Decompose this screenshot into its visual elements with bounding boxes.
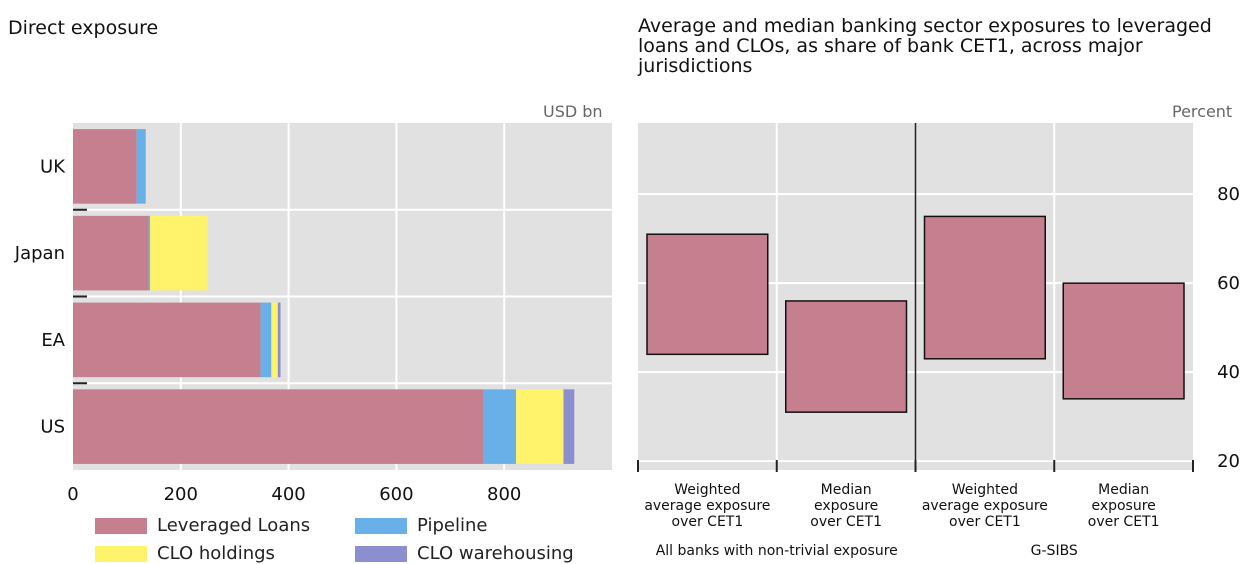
- bar-segment: [73, 215, 149, 291]
- category-label: over CET1: [949, 514, 1021, 530]
- group-label: All banks with non-trivial exposure: [656, 543, 898, 559]
- category-label: over CET1: [810, 514, 882, 530]
- direct-exposure-chart: 0 200 400 600 800 UK Japan EA US: [14, 123, 612, 505]
- category-label: over CET1: [672, 514, 744, 530]
- legend-item: CLO warehousing: [355, 543, 574, 564]
- bar-segment: [516, 389, 564, 464]
- y-tick-label: 60: [1217, 273, 1240, 294]
- category-label: US: [40, 417, 65, 438]
- bar-segment: [277, 302, 281, 378]
- right-unit-label: Percent: [1172, 102, 1233, 121]
- legend-label: Pipeline: [417, 515, 488, 536]
- legend-item: Pipeline: [355, 515, 487, 536]
- bar-segment: [73, 389, 484, 464]
- right-chart-title: Average and median banking sector exposu…: [638, 15, 1212, 77]
- legend-label: Leveraged Loans: [157, 515, 311, 536]
- category-label: EA: [41, 330, 65, 351]
- category-label: Median: [1098, 482, 1149, 498]
- y-tick-label: 80: [1217, 184, 1240, 205]
- range-box: [923, 215, 1046, 360]
- group-label: G-SIBS: [1031, 543, 1078, 559]
- bar-segment: [73, 302, 261, 378]
- left-unit-label: USD bn: [543, 102, 603, 121]
- bar-segment: [260, 302, 272, 378]
- category-label: exposure: [1091, 498, 1155, 514]
- legend-label: CLO warehousing: [417, 543, 574, 564]
- x-tick-label: 200: [164, 484, 198, 505]
- legend-swatch: [355, 517, 407, 534]
- legend-swatch: [95, 517, 147, 534]
- bar-segment: [148, 215, 151, 291]
- x-tick-label: 400: [271, 484, 305, 505]
- x-tick-label: 0: [67, 484, 78, 505]
- range-box: [646, 233, 769, 356]
- y-tick-label: 40: [1217, 362, 1240, 383]
- bar-segment: [150, 215, 208, 291]
- bar-segment: [73, 129, 137, 204]
- category-label: Median: [821, 482, 872, 498]
- left-chart-title: Direct exposure: [8, 17, 159, 39]
- category-label: UK: [40, 156, 66, 177]
- x-tick-label: 600: [379, 484, 413, 505]
- category-label: over CET1: [1088, 514, 1160, 530]
- bar-segment: [563, 389, 575, 464]
- category-label: Japan: [14, 243, 65, 264]
- category-label: average exposure: [644, 498, 770, 514]
- legend-swatch: [355, 545, 407, 562]
- x-tick-label: 800: [487, 484, 521, 505]
- legend-swatch: [95, 545, 147, 562]
- category-label: Weighted: [952, 482, 1018, 498]
- y-tick-label: 20: [1217, 451, 1240, 472]
- category-label: exposure: [814, 498, 878, 514]
- legend-item: CLO holdings: [95, 543, 275, 564]
- legend-item: Leveraged Loans: [95, 515, 310, 536]
- category-label: average exposure: [922, 498, 1048, 514]
- bar-segment: [271, 302, 278, 378]
- category-label: Weighted: [674, 482, 740, 498]
- legend-label: CLO holdings: [157, 543, 275, 564]
- bar-segment: [136, 129, 146, 204]
- range-box: [1062, 282, 1185, 400]
- bar-segment: [483, 389, 517, 464]
- range-box: [785, 300, 908, 413]
